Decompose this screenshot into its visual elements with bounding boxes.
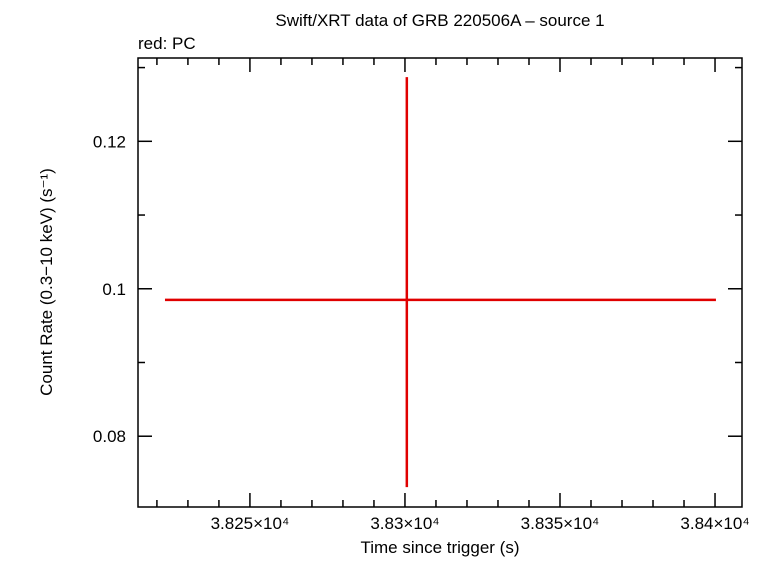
chart-title: Swift/XRT data of GRB 220506A – source 1 <box>275 11 604 30</box>
y-tick-label: 0.08 <box>93 427 126 446</box>
x-tick-label: 3.83×10⁴ <box>370 514 439 533</box>
subtitle: red: PC <box>138 34 196 53</box>
y-tick-label: 0.12 <box>93 132 126 151</box>
x-tick-label: 3.825×10⁴ <box>211 514 290 533</box>
x-tick-label: 3.835×10⁴ <box>521 514 600 533</box>
y-tick-label: 0.1 <box>102 280 126 299</box>
x-tick-label: 3.84×10⁴ <box>680 514 749 533</box>
x-axis-label: Time since trigger (s) <box>360 538 519 557</box>
y-axis-label: Count Rate (0.3−10 keV) (s⁻¹) <box>37 168 56 396</box>
plot-frame <box>137 57 743 508</box>
